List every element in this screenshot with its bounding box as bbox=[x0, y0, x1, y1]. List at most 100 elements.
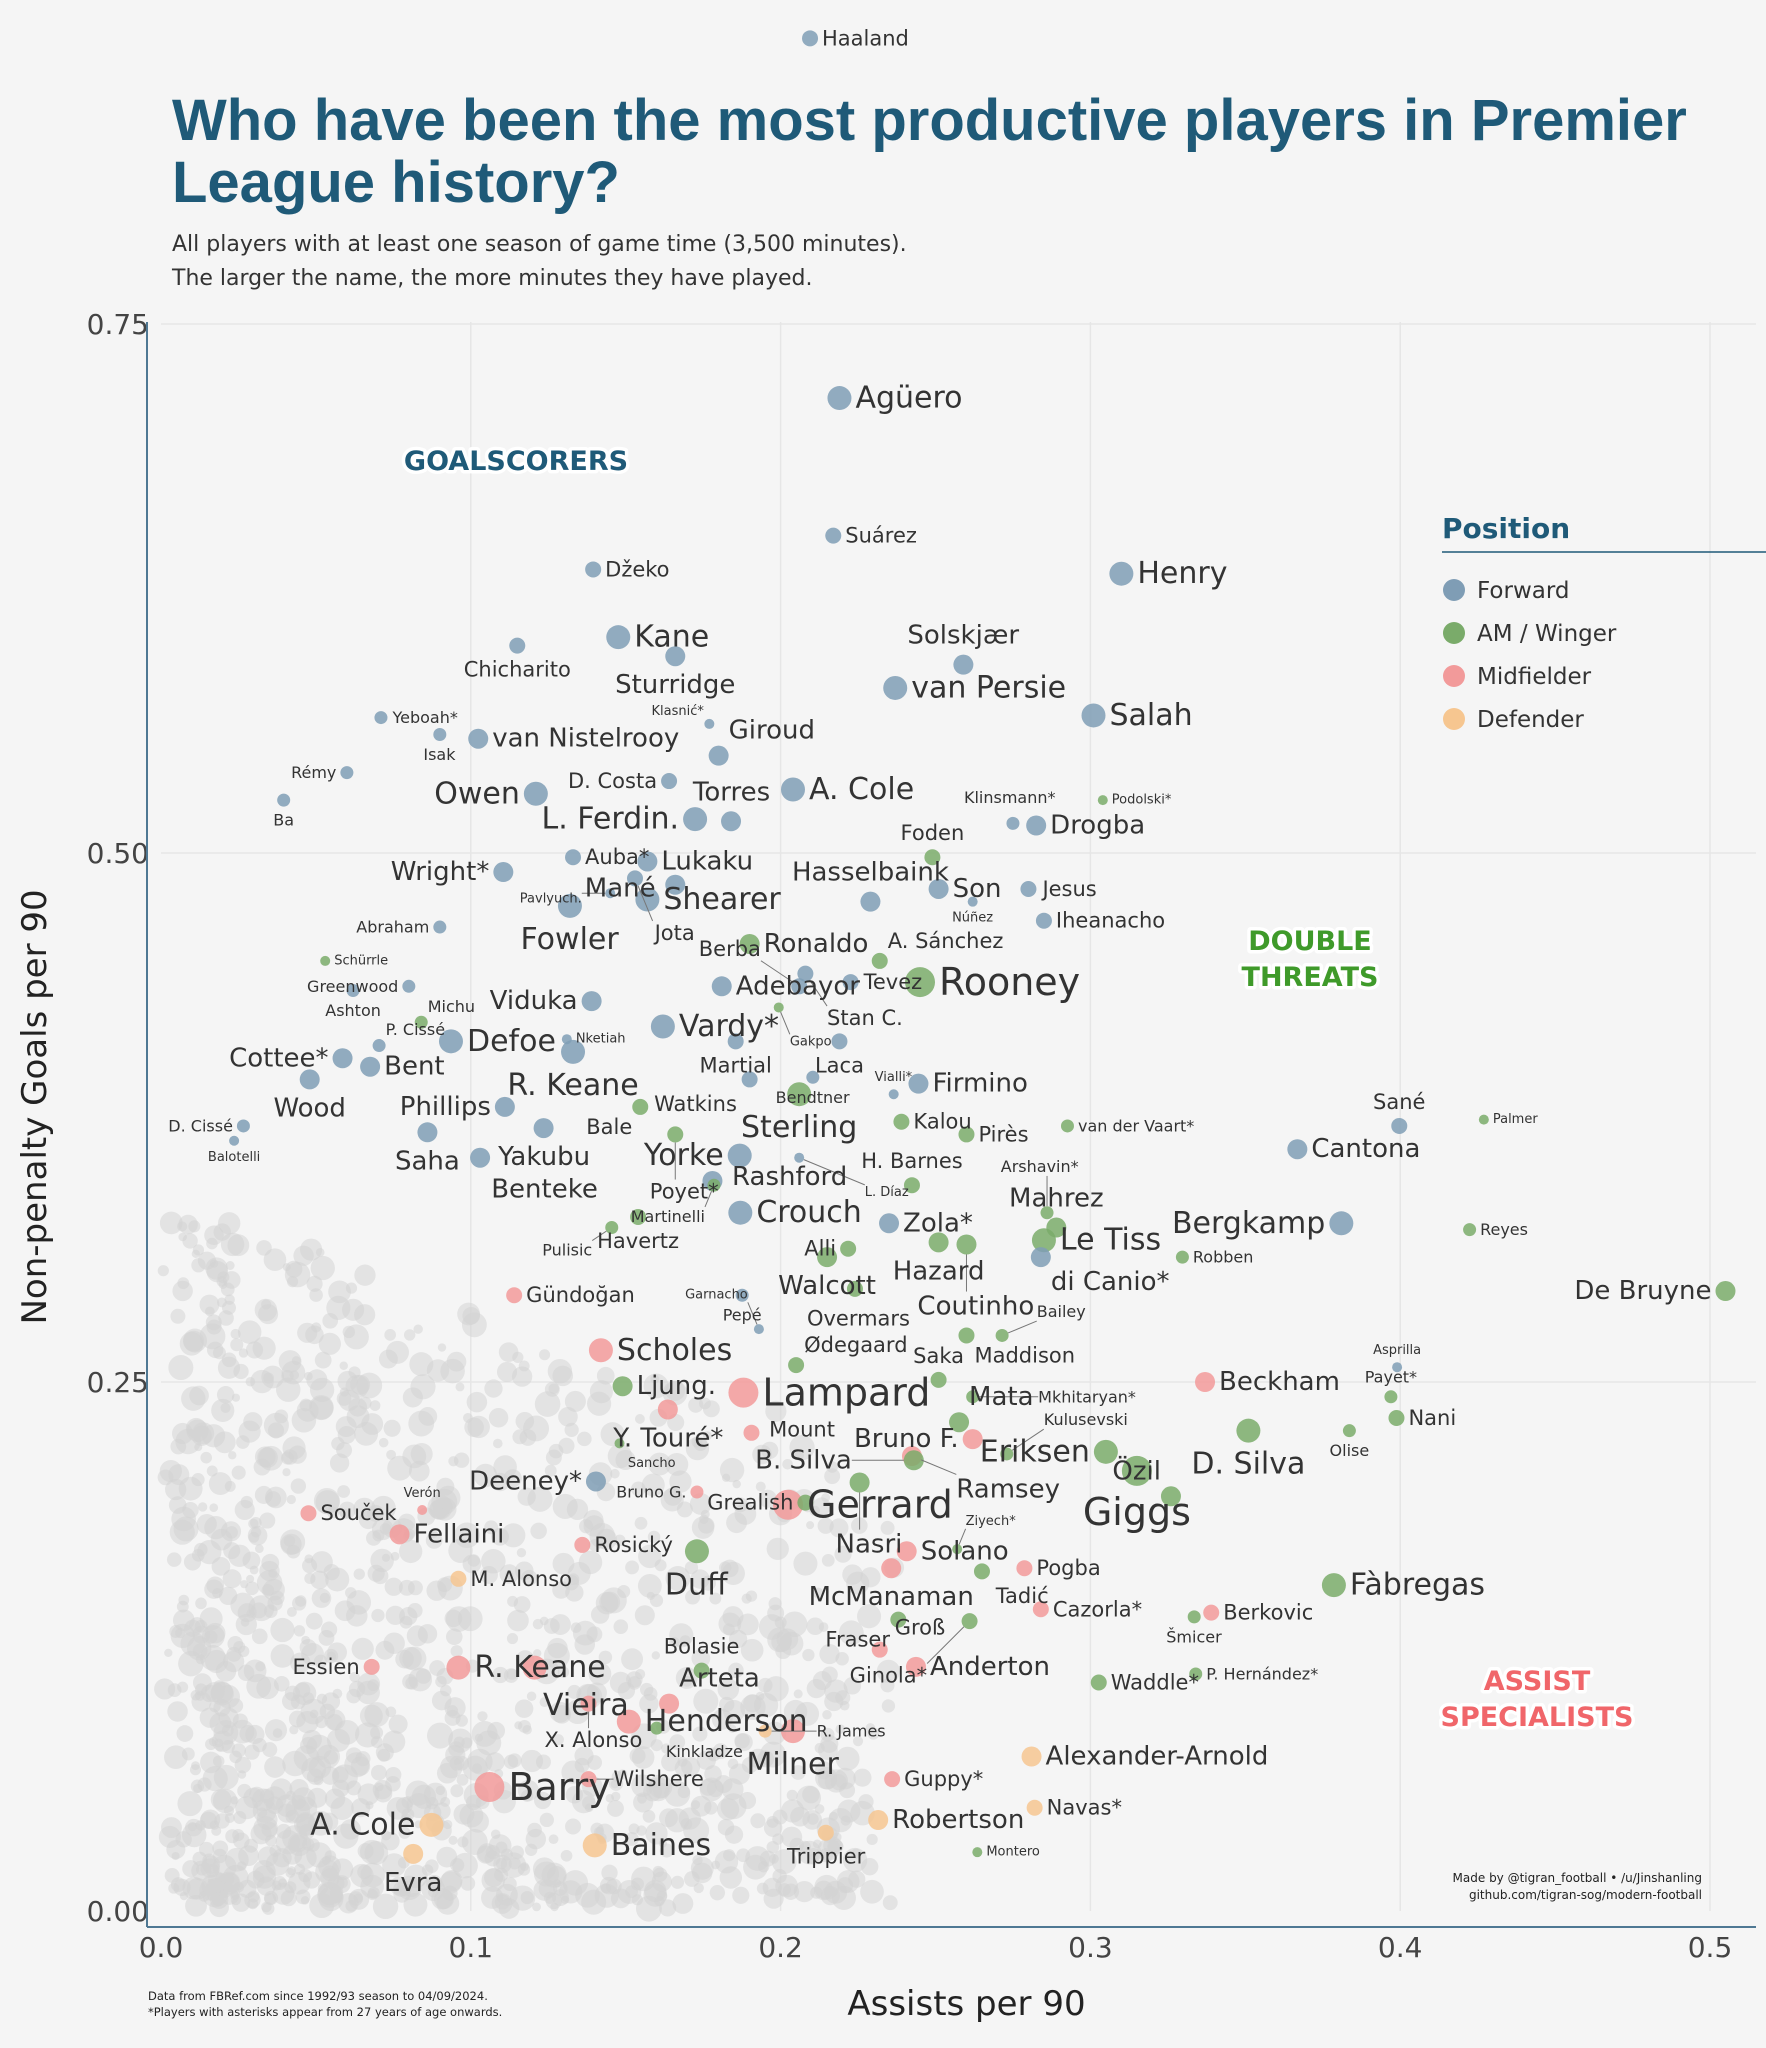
player-label: Giggs bbox=[1083, 1490, 1191, 1534]
player-label: Arshavin* bbox=[1001, 1157, 1079, 1176]
background-player-dot bbox=[366, 1889, 378, 1901]
subtitle-line: The larger the name, the more minutes th… bbox=[172, 266, 813, 291]
player-dot bbox=[1391, 1117, 1408, 1134]
background-player-dot bbox=[610, 1779, 620, 1789]
background-player-dot bbox=[177, 1681, 189, 1693]
background-player-dot bbox=[289, 1725, 299, 1735]
background-player-dot bbox=[370, 1726, 384, 1740]
background-player-dot bbox=[763, 1888, 784, 1909]
player-label: Bergkamp bbox=[1172, 1206, 1325, 1241]
background-player-dot bbox=[382, 1853, 407, 1878]
player-label: Cottee* bbox=[229, 1043, 328, 1073]
background-player-dot bbox=[427, 1494, 453, 1520]
background-player-dot bbox=[413, 1324, 423, 1334]
background-player-dot bbox=[222, 1569, 242, 1589]
background-player-dot bbox=[212, 1840, 229, 1857]
background-player-dot bbox=[286, 1544, 301, 1559]
player-label: Olise bbox=[1330, 1441, 1370, 1460]
background-player-dot bbox=[670, 1875, 685, 1889]
background-player-dot bbox=[437, 1343, 447, 1352]
background-player-dot bbox=[199, 1878, 222, 1901]
player-label: Stan C. bbox=[827, 1006, 903, 1030]
player-dot bbox=[794, 1152, 805, 1163]
background-player-dot bbox=[385, 1706, 397, 1718]
legend-swatch bbox=[1443, 665, 1465, 687]
player-dot bbox=[958, 1126, 975, 1143]
background-player-dot bbox=[691, 1648, 711, 1668]
background-player-dot bbox=[654, 1559, 667, 1572]
player-label: Yorke bbox=[643, 1138, 724, 1173]
background-player-dot bbox=[492, 1438, 503, 1449]
player-label: Giroud bbox=[729, 716, 815, 746]
background-player-dot bbox=[355, 1751, 371, 1767]
player-dot bbox=[374, 711, 388, 725]
background-player-dot bbox=[565, 1583, 584, 1602]
player-dot bbox=[840, 1240, 857, 1257]
label-leader-line bbox=[637, 885, 654, 922]
background-player-dot bbox=[305, 1612, 323, 1630]
background-player-dot bbox=[539, 1616, 549, 1626]
player-label: Reyes bbox=[1480, 1220, 1528, 1239]
player-label: Klasnić* bbox=[651, 704, 704, 719]
label-leader-line bbox=[780, 1011, 791, 1035]
background-player-dot bbox=[552, 1734, 564, 1746]
background-player-dot bbox=[702, 1400, 720, 1418]
background-player-dot bbox=[722, 1606, 744, 1628]
background-player-dot bbox=[814, 1874, 840, 1900]
background-player-dot bbox=[166, 1840, 186, 1860]
background-player-dot bbox=[711, 1709, 733, 1730]
axes: 0.0 0.1 0.2 0.3 0.4 0.5 0.00 0.25 0.50 0.75 Assist… bbox=[15, 308, 1756, 2024]
background-player-dot bbox=[354, 1264, 376, 1286]
background-player-dot bbox=[348, 1891, 364, 1906]
player-label: Wright* bbox=[391, 857, 490, 887]
player-dot bbox=[1321, 1573, 1346, 1598]
player-label: Vialli* bbox=[875, 1070, 913, 1085]
x-tick-label: 0.3 bbox=[1068, 1931, 1113, 1964]
player-dot bbox=[728, 1377, 759, 1408]
background-player-dot bbox=[442, 1885, 458, 1901]
player-label: Ba bbox=[273, 811, 294, 830]
background-player-dot bbox=[734, 1733, 750, 1749]
player-dot bbox=[1060, 1119, 1074, 1133]
player-label: Kulusevski bbox=[1044, 1410, 1128, 1429]
background-player-dot bbox=[294, 1846, 317, 1870]
background-player-dot bbox=[719, 1866, 743, 1889]
background-player-dot bbox=[164, 1745, 188, 1770]
player-dot bbox=[580, 1771, 597, 1788]
player-label: Fraser bbox=[825, 1628, 890, 1652]
player-dot bbox=[961, 1613, 978, 1630]
background-player-dot bbox=[372, 1567, 389, 1585]
background-player-dot bbox=[221, 1300, 236, 1315]
background-player-dot bbox=[662, 1380, 688, 1406]
background-player-dot bbox=[692, 1726, 708, 1742]
player-label: Coutinho bbox=[917, 1292, 1034, 1322]
player-label: Trippier bbox=[786, 1845, 866, 1869]
background-player-dot bbox=[577, 1431, 592, 1447]
background-player-dot bbox=[435, 1785, 446, 1796]
background-player-dot bbox=[558, 1407, 578, 1427]
background-player-dot bbox=[684, 1560, 699, 1575]
player-label: Bolasie bbox=[664, 1635, 740, 1659]
player-dot bbox=[332, 1048, 353, 1069]
player-label: Beckham bbox=[1219, 1367, 1340, 1397]
legend-swatch bbox=[1443, 708, 1465, 730]
background-player-dot bbox=[250, 1527, 262, 1538]
background-player-dot bbox=[882, 1895, 898, 1911]
quadrant-annotation: DOUBLE bbox=[1248, 926, 1372, 957]
player-label: A. Sánchez bbox=[888, 929, 1004, 953]
background-player-dot bbox=[309, 1893, 335, 1919]
background-player-dot bbox=[196, 1514, 217, 1535]
background-player-dot bbox=[238, 1845, 259, 1867]
player-label: Zola* bbox=[903, 1208, 973, 1238]
player-label: H. Barnes bbox=[861, 1149, 962, 1173]
player-label: Özil bbox=[1112, 1454, 1161, 1486]
background-player-dot bbox=[456, 1773, 469, 1786]
player-label: Nketiah bbox=[576, 1032, 626, 1047]
player-label: Salah bbox=[1109, 698, 1192, 733]
y-tick-label: 0.50 bbox=[87, 837, 149, 870]
player-label: Podolski* bbox=[1112, 793, 1172, 808]
player-dot bbox=[581, 991, 602, 1012]
background-player-dot bbox=[514, 1721, 523, 1730]
player-dot bbox=[493, 862, 514, 883]
background-player-dot bbox=[342, 1325, 356, 1339]
